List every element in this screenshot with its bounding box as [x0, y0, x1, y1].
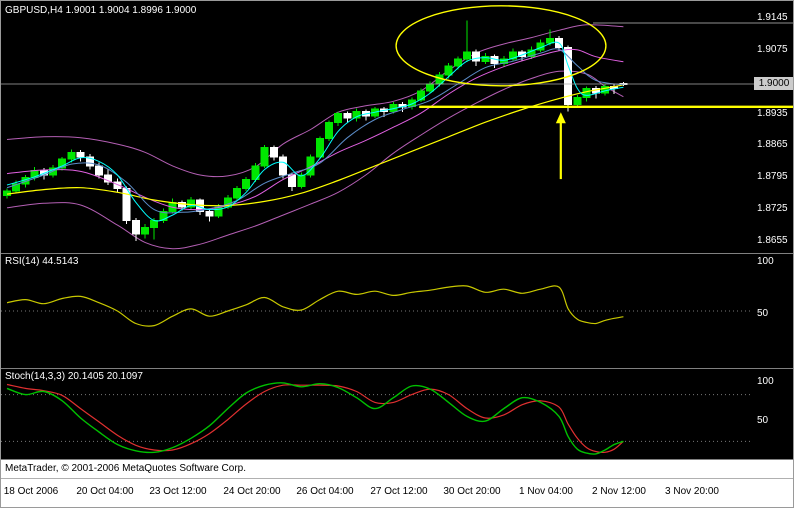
candle-body — [463, 51, 471, 60]
bollinger-upper-line — [6, 24, 624, 178]
candle-body — [334, 113, 343, 124]
stoch-main-line — [6, 382, 624, 455]
time-axis-label: 1 Nov 04:00 — [519, 486, 573, 497]
candle-body — [481, 56, 490, 62]
candle-body — [453, 58, 462, 67]
candle-body — [472, 51, 481, 62]
time-axis-label: 3 Nov 20:00 — [665, 486, 719, 497]
time-axis-label: 27 Oct 12:00 — [370, 486, 428, 497]
bollinger-lower-line — [6, 70, 624, 250]
candle-body — [150, 220, 159, 228]
candle-body — [426, 83, 435, 92]
candle-body — [58, 158, 67, 169]
candle-body — [352, 110, 361, 119]
stoch-signal-line — [6, 383, 624, 454]
candle-body — [417, 90, 425, 101]
candle-body — [315, 138, 324, 158]
current-price-badge: 1.9000 — [754, 77, 793, 90]
current-price-value: 1.9000 — [758, 78, 790, 89]
rsi-pane — [1, 285, 753, 327]
stoch-indicator-label: Stoch(14,3,3) 20.1405 20.1097 — [5, 371, 143, 382]
price-axis-label: 1.8865 — [757, 139, 788, 150]
time-axis-label: 2 Nov 12:00 — [592, 486, 646, 497]
candle-body — [113, 181, 122, 190]
candle-body — [76, 151, 85, 158]
status-bar: MetaTrader, © 2001-2006 MetaQuotes Softw… — [1, 459, 793, 479]
candle-body — [260, 147, 269, 167]
candle-body — [545, 38, 554, 44]
ma-cyan-line — [6, 41, 624, 222]
price-axis-label: 1.8795 — [757, 171, 788, 182]
time-axis-label: 30 Oct 20:00 — [443, 486, 501, 497]
candle-body — [444, 65, 453, 76]
candle-body — [582, 88, 591, 99]
rsi-line — [6, 285, 624, 327]
candle-body — [527, 49, 536, 58]
time-axis-label: 20 Oct 04:00 — [76, 486, 134, 497]
candle-body — [85, 156, 94, 167]
price-axis-label: 1.9075 — [757, 44, 788, 55]
copyright-text: MetaTrader, © 2001-2006 MetaQuotes Softw… — [5, 463, 247, 474]
stoch-scale-label: 100 — [757, 376, 774, 387]
time-axis-label: 24 Oct 20:00 — [223, 486, 281, 497]
candle-body — [325, 122, 333, 140]
candle-body — [187, 199, 195, 208]
price-axis-label: 1.8725 — [757, 203, 788, 214]
candle-body — [131, 220, 140, 235]
bollinger-bands — [6, 24, 624, 250]
annotation-ellipse[interactable] — [395, 5, 607, 87]
candle-body — [104, 174, 113, 183]
candle-body — [573, 97, 582, 105]
rsi-scale-label: 50 — [757, 308, 769, 319]
candle-body — [141, 226, 149, 235]
time-axis-label: 18 Oct 2006 — [3, 486, 59, 497]
stoch-pane — [1, 382, 753, 455]
candle-body — [251, 165, 260, 181]
candle-body — [205, 210, 214, 217]
symbol-ohlc-header: GBPUSD,H4 1.9001 1.9004 1.8996 1.9000 — [5, 5, 197, 16]
price-axis-label: 1.8935 — [757, 108, 788, 119]
candle-body — [233, 188, 241, 199]
rsi-indicator-label: RSI(14) 44.5143 — [5, 256, 79, 267]
candle-body — [509, 51, 517, 60]
candle-body — [67, 151, 76, 160]
candle-body — [242, 179, 251, 190]
price-axis-label: 1.9145 — [757, 12, 788, 23]
time-axis-label: 26 Oct 04:00 — [296, 486, 354, 497]
candle-body — [279, 156, 287, 176]
candle-body — [297, 174, 306, 187]
candle-body — [343, 113, 352, 119]
rsi-scale-label: 100 — [757, 256, 774, 267]
time-axis[interactable]: 18 Oct 2006 20 Oct 04:00 23 Oct 12:00 24 Oc… — [1, 479, 793, 507]
price-axis-label: 1.8655 — [757, 235, 788, 246]
chart-background — [1, 1, 793, 459]
candle-body — [269, 147, 278, 158]
candle-body — [159, 210, 168, 221]
ma-yellow-line — [6, 84, 624, 207]
ma-blue-line — [6, 48, 624, 214]
candle-body — [95, 165, 103, 176]
annotation-up-arrow-icon[interactable] — [555, 112, 566, 180]
moving-averages — [6, 41, 624, 222]
time-axis-label: 23 Oct 12:00 — [149, 486, 207, 497]
stoch-scale-label: 50 — [757, 415, 769, 426]
